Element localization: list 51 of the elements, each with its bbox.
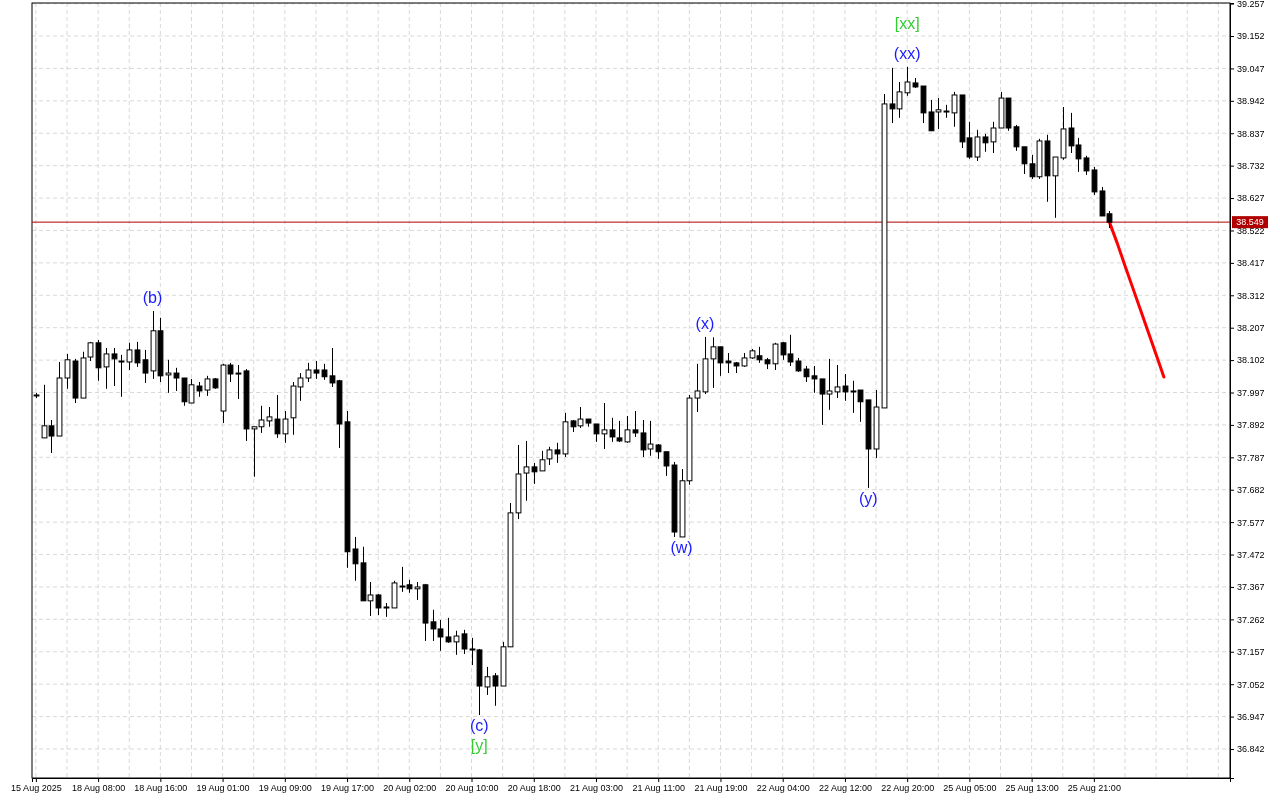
y-tick-label: 37.997 bbox=[1237, 387, 1265, 398]
y-tick-label: 37.472 bbox=[1237, 549, 1265, 560]
x-tick-label: 18 Aug 16:00 bbox=[134, 783, 188, 794]
x-tick-label: 18 Aug 08:00 bbox=[72, 783, 126, 794]
x-tick-label: 21 Aug 19:00 bbox=[694, 783, 748, 794]
y-tick-label: 37.787 bbox=[1237, 452, 1265, 463]
annotation: (w) bbox=[670, 538, 693, 556]
annotation: (xx) bbox=[893, 44, 921, 62]
annotation: (x) bbox=[695, 314, 715, 332]
y-tick-label: 37.682 bbox=[1237, 485, 1265, 496]
annotation: [xx] bbox=[894, 14, 920, 32]
x-tick-label: 20 Aug 10:00 bbox=[445, 783, 499, 794]
y-tick-label: 38.102 bbox=[1237, 355, 1265, 366]
y-tick-label: 38.207 bbox=[1237, 323, 1265, 334]
x-tick-label: 21 Aug 03:00 bbox=[569, 783, 624, 794]
y-tick-label: 37.367 bbox=[1237, 582, 1265, 593]
y-tick-label: 38.627 bbox=[1237, 193, 1265, 204]
y-tick-label: 38.942 bbox=[1237, 96, 1265, 107]
annotation: [y] bbox=[470, 737, 488, 755]
annotation: (b) bbox=[142, 289, 163, 307]
y-tick-label: 37.262 bbox=[1237, 614, 1265, 625]
y-tick-label: 36.947 bbox=[1237, 711, 1265, 722]
x-tick-label: 25 Aug 05:00 bbox=[943, 783, 997, 794]
x-tick-label: 25 Aug 21:00 bbox=[1067, 783, 1121, 794]
y-tick-label: 39.047 bbox=[1237, 63, 1265, 74]
y-tick-label: 38.837 bbox=[1237, 128, 1265, 139]
y-tick-label: 38.732 bbox=[1237, 161, 1265, 172]
x-tick-label: 20 Aug 18:00 bbox=[507, 783, 561, 794]
x-tick-label: 22 Aug 20:00 bbox=[881, 783, 935, 794]
x-tick-label: 19 Aug 09:00 bbox=[258, 783, 312, 794]
x-tick-label: 20 Aug 02:00 bbox=[383, 783, 437, 794]
y-tick-label: 39.257 bbox=[1237, 0, 1265, 9]
x-tick-label: 19 Aug 17:00 bbox=[321, 783, 375, 794]
y-tick-label: 38.312 bbox=[1237, 290, 1265, 301]
annotation: (y) bbox=[858, 489, 878, 507]
y-tick-label: 38.522 bbox=[1237, 225, 1265, 236]
y-tick-label: 39.152 bbox=[1237, 31, 1265, 42]
ref-line-label: 38.549 bbox=[1236, 217, 1264, 228]
x-tick-label: 22 Aug 04:00 bbox=[756, 783, 810, 794]
annotation: (c) bbox=[469, 717, 489, 735]
y-tick-label: 37.577 bbox=[1237, 517, 1265, 528]
x-tick-label: 25 Aug 13:00 bbox=[1005, 783, 1059, 794]
x-tick-label: 15 Aug 2025 bbox=[11, 783, 62, 794]
y-tick-label: 38.417 bbox=[1237, 258, 1265, 269]
y-tick-label: 37.892 bbox=[1237, 420, 1265, 431]
x-tick-label: 22 Aug 12:00 bbox=[818, 783, 872, 794]
y-tick-label: 36.842 bbox=[1237, 744, 1265, 755]
x-tick-label: 19 Aug 01:00 bbox=[196, 783, 250, 794]
x-tick-label: 21 Aug 11:00 bbox=[632, 783, 685, 794]
y-tick-label: 37.052 bbox=[1237, 679, 1265, 690]
y-tick-label: 37.157 bbox=[1237, 647, 1265, 658]
